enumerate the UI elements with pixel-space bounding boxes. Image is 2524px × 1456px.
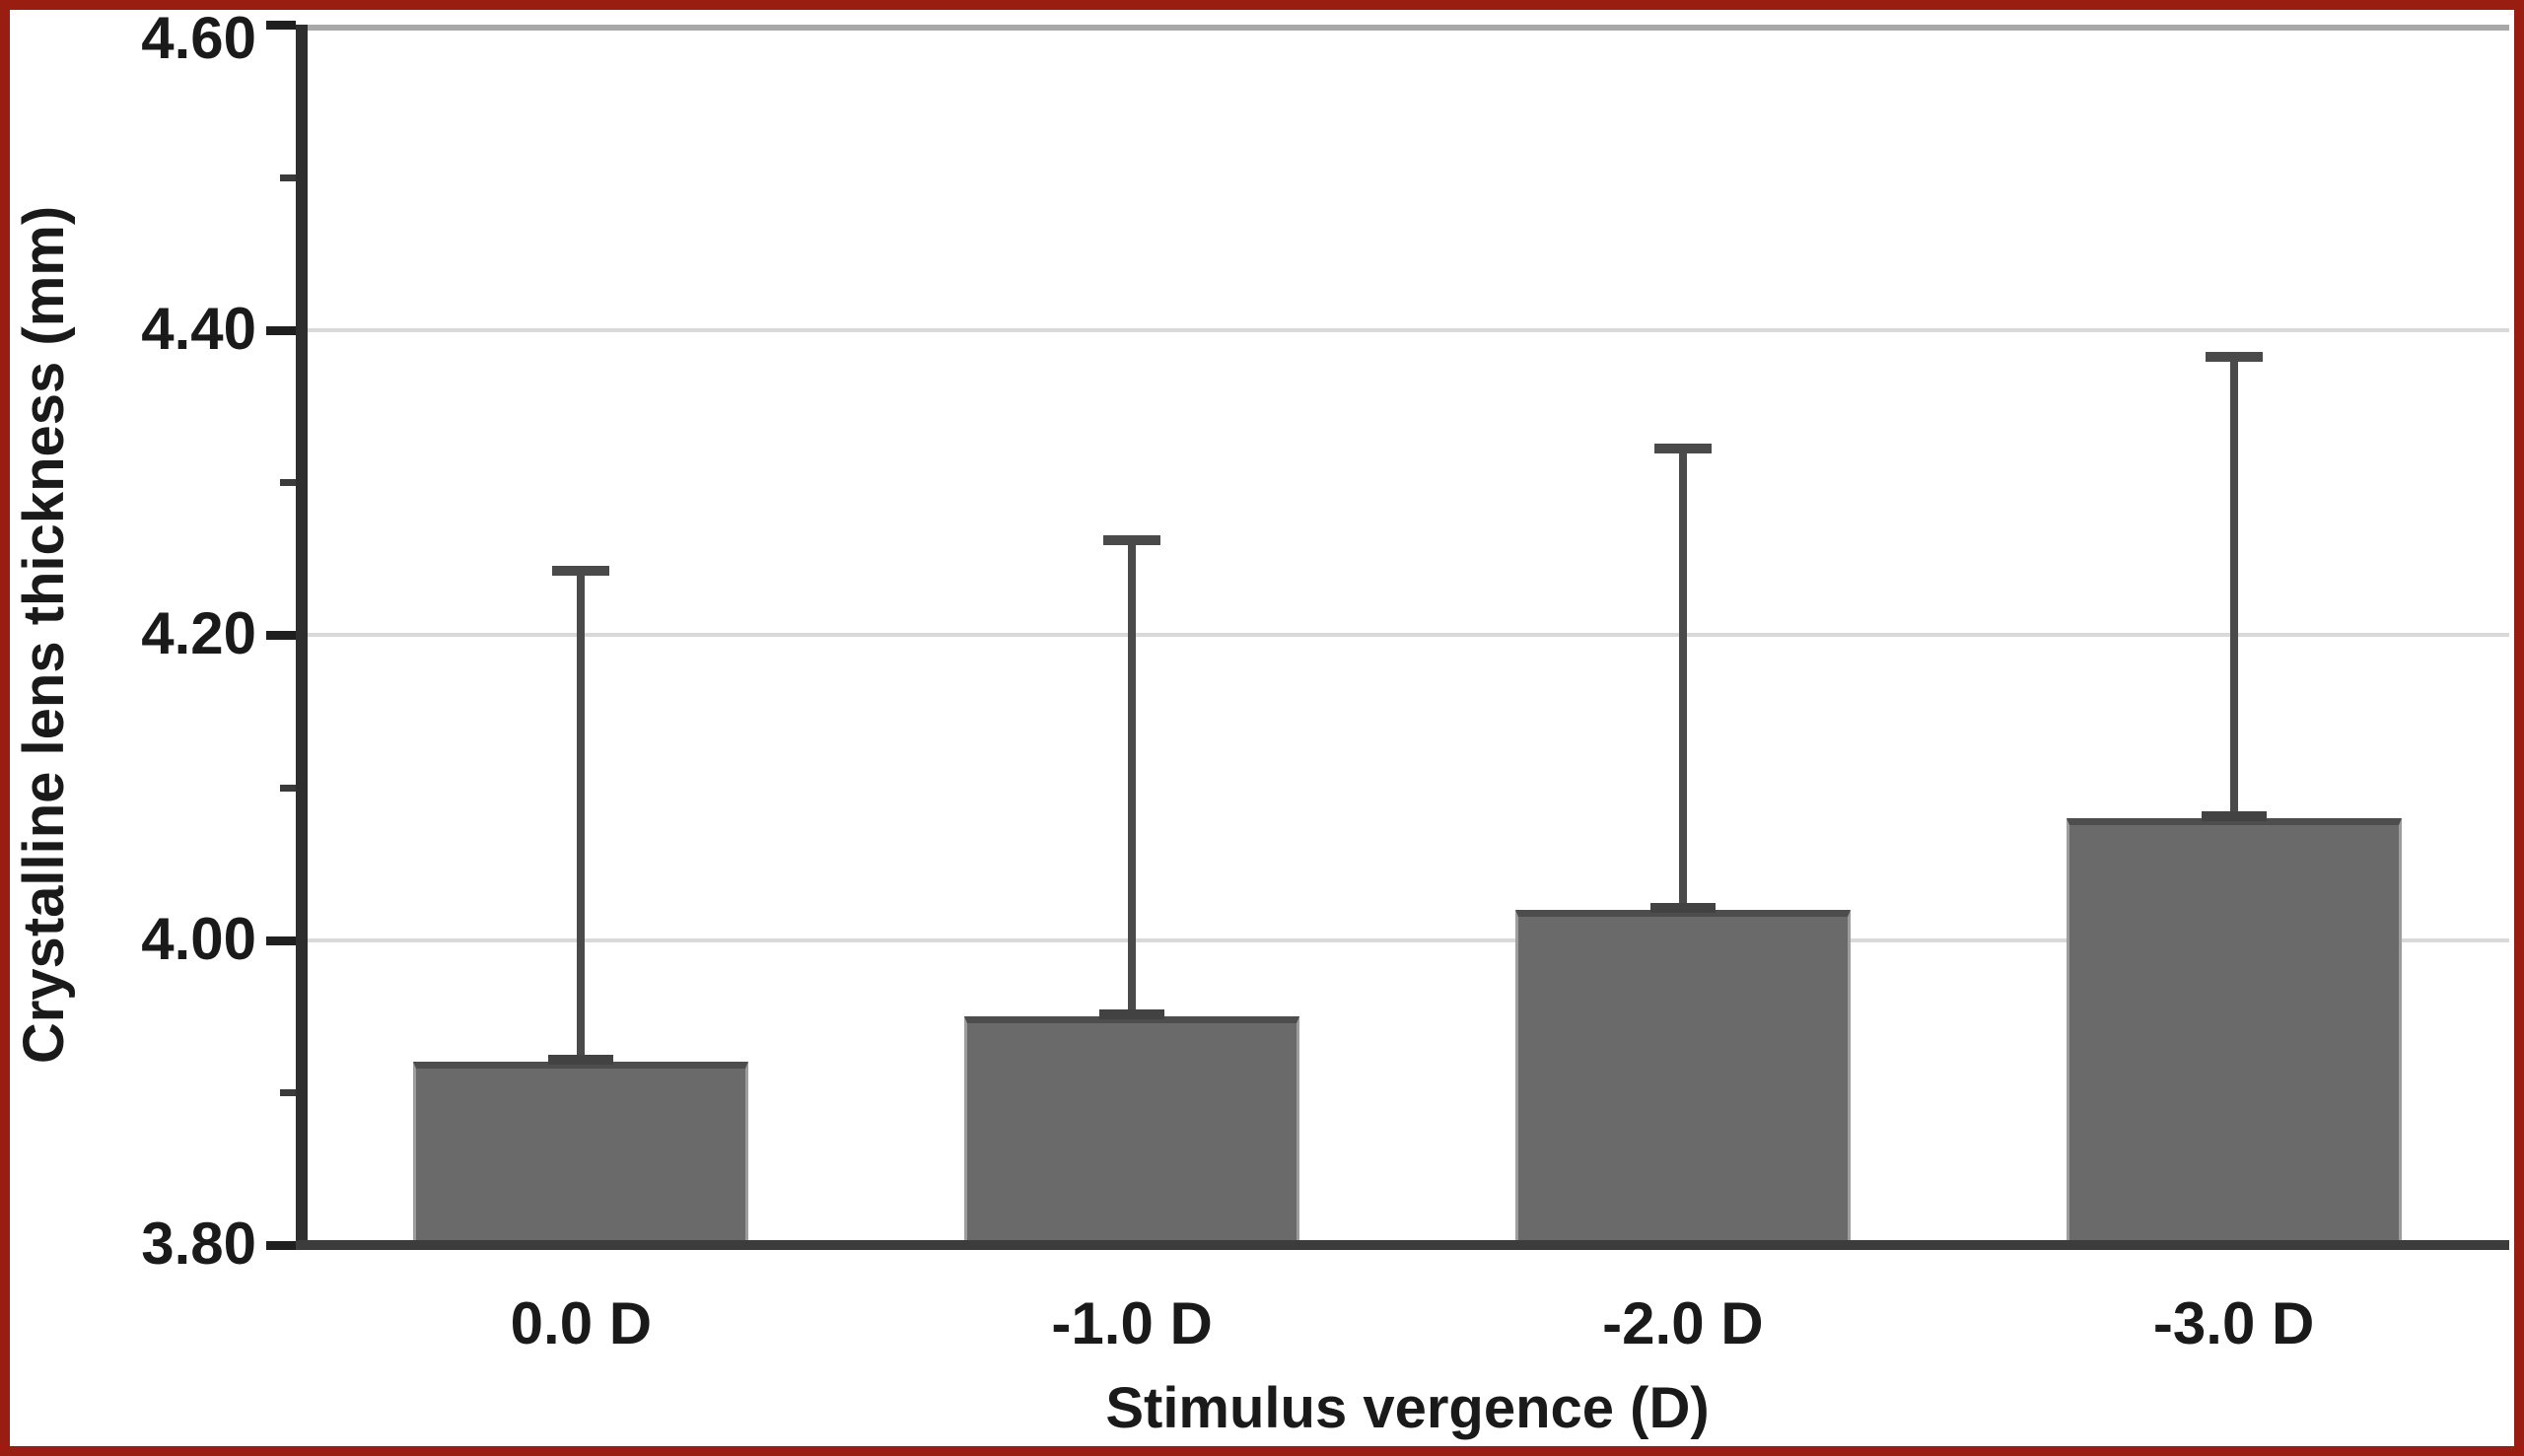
bar	[1514, 909, 1851, 1245]
x-tick-label: -2.0 D	[1602, 1290, 1764, 1356]
x-axis-title: Stimulus vergence (D)	[1105, 1376, 1710, 1440]
error-bar-cap-bottom	[548, 1055, 614, 1066]
x-tick-label: -3.0 D	[2152, 1290, 2315, 1356]
error-bar-cap-top	[2205, 352, 2263, 363]
bar	[413, 1062, 749, 1245]
error-bar-cap-bottom	[2201, 810, 2267, 821]
y-major-tick	[266, 936, 296, 945]
plot-area	[306, 25, 2509, 1245]
y-major-tick	[266, 1241, 296, 1250]
gridline	[306, 937, 2509, 942]
bar	[2066, 817, 2402, 1245]
plot-top-frame	[306, 25, 2509, 31]
y-tick-label: 4.40	[141, 295, 256, 362]
y-tick-label: 4.60	[141, 5, 256, 71]
y-minor-tick	[280, 784, 296, 792]
error-bar-cap-top	[1653, 444, 1712, 454]
bar	[964, 1015, 1300, 1245]
y-tick-label: 4.20	[141, 600, 256, 666]
error-bar-cap-bottom	[1649, 902, 1716, 913]
error-bar-cap-top	[1103, 535, 1161, 546]
error-bar-stem	[577, 574, 586, 1065]
gridline	[306, 633, 2509, 637]
gridline	[306, 327, 2509, 332]
error-bar-cap-top	[552, 566, 610, 577]
y-tick-label: 4.00	[141, 905, 256, 972]
y-minor-tick	[280, 1089, 296, 1097]
y-major-tick	[266, 325, 296, 335]
error-bar-stem	[1128, 543, 1137, 1018]
y-minor-tick	[280, 479, 296, 487]
x-tick-label: -1.0 D	[1051, 1290, 1213, 1356]
y-major-tick	[266, 631, 296, 640]
y-minor-tick	[280, 173, 296, 181]
y-tick-label: 3.80	[141, 1211, 256, 1277]
x-axis-line	[296, 1240, 2509, 1250]
error-bar-stem	[1678, 451, 1687, 912]
y-axis-line	[296, 25, 308, 1250]
error-bar-stem	[2229, 360, 2238, 820]
x-tick-label: 0.0 D	[510, 1290, 653, 1356]
error-bar-cap-bottom	[1099, 1008, 1165, 1019]
y-major-tick	[266, 21, 296, 30]
